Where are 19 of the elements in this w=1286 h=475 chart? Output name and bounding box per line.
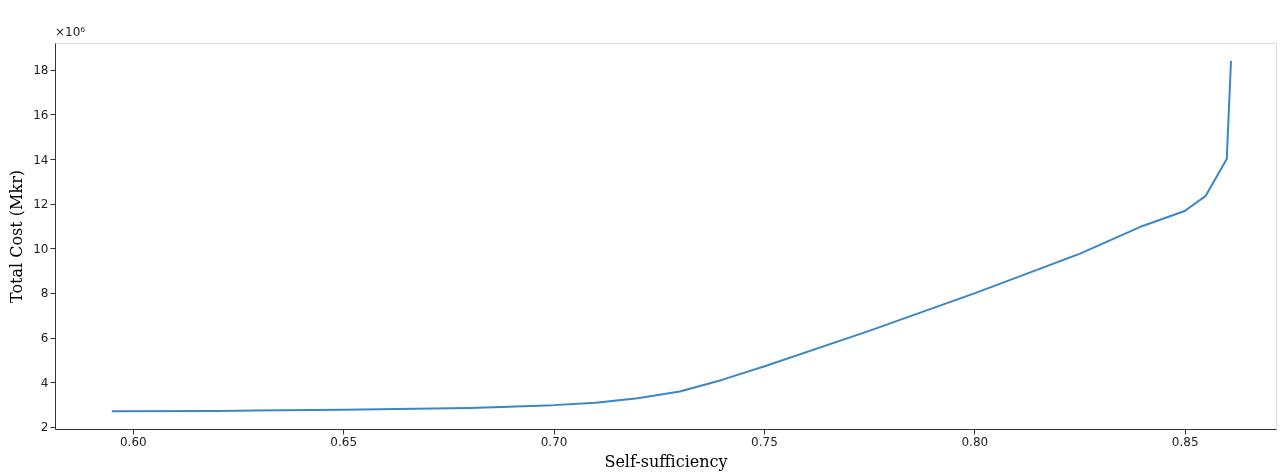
y-tick-label: 2 — [40, 420, 49, 435]
x-tick-label: 0.70 — [540, 434, 568, 449]
y-tick-label: 16 — [33, 107, 49, 122]
y-axis-title: Total Cost (Mkr) — [7, 169, 27, 304]
y-tick-label: 6 — [40, 331, 49, 346]
x-axis-title: Self-sufficiency — [604, 451, 728, 471]
x-tick-label: 0.75 — [751, 434, 778, 449]
y-tick-label: 18 — [33, 63, 49, 78]
x-tick-label: 0.80 — [961, 434, 989, 449]
y-tick-label: 8 — [40, 286, 49, 301]
line-series — [110, 59, 1232, 413]
x-tick-label: 0.85 — [1171, 434, 1199, 449]
y-tick-label: 12 — [33, 197, 49, 212]
x-tick-label: 0.65 — [330, 434, 358, 449]
y-tick-label: 14 — [33, 152, 49, 167]
y-tick-label: 10 — [33, 241, 49, 256]
x-tick-label: 0.60 — [119, 434, 147, 449]
text: ×10⁶ — [55, 25, 86, 39]
y-tick-label: 4 — [40, 375, 49, 390]
